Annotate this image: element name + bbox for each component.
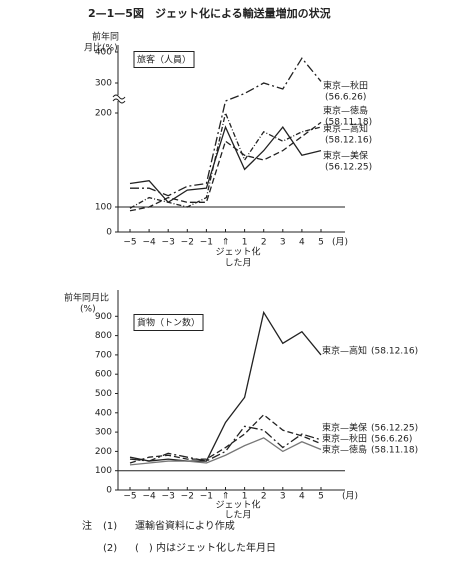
legend-label: 東京—高知 — [322, 345, 367, 357]
x-tick-label: −4 — [142, 492, 156, 502]
x-tick-label: −1 — [200, 238, 213, 248]
y-tick-label: 500 — [95, 389, 112, 399]
x-tick-label: −3 — [162, 238, 175, 248]
series-line — [129, 310, 322, 462]
y-tick-label: 100 — [95, 466, 112, 476]
y-tick-label: 200 — [95, 109, 112, 119]
y-tick-label: 800 — [95, 331, 112, 341]
x-tick-label: 5 — [318, 238, 324, 248]
legend-label: (58.11.18) — [371, 446, 418, 456]
x-tick-label: 2 — [261, 238, 267, 248]
y-tick-label: 0 — [106, 486, 112, 496]
y-tick-label: 700 — [95, 350, 112, 360]
chart-title-box — [133, 51, 195, 68]
y-axis-label: 前年同 — [92, 31, 119, 43]
x-tick-label: −1 — [200, 492, 213, 502]
y-axis-label: 前年同月比 — [64, 292, 109, 304]
y-tick-label: 200 — [95, 447, 112, 457]
x-tick-label: −4 — [142, 238, 156, 248]
legend-label: (58.11.18) — [325, 118, 372, 128]
x-tick-label: 2 — [261, 492, 267, 502]
legend-label: 東京—美保 — [322, 422, 367, 434]
y-tick-label: 400 — [95, 408, 112, 418]
axis-break — [112, 94, 126, 104]
y-tick-label: 600 — [95, 370, 112, 380]
legend-label: 東京—高知 — [323, 123, 368, 135]
x-annotation: ジェット化 — [215, 246, 260, 258]
legend-label: (58.12.16) — [325, 136, 372, 146]
y-tick-label: 300 — [95, 79, 112, 89]
y-tick-label: 100 — [95, 203, 112, 213]
legend-label: (56.6.26) — [371, 435, 412, 445]
series-line — [129, 413, 322, 464]
y-tick-label: 900 — [95, 312, 112, 322]
note-mark: 注 — [82, 519, 92, 532]
x-tick-label: 3 — [280, 492, 286, 502]
x-tick-label: 1 — [242, 492, 248, 502]
legend-label: (56.12.25) — [325, 163, 372, 173]
legend-label: (56.12.25) — [371, 424, 418, 434]
x-annotation: した月 — [224, 510, 251, 521]
x-unit: (月) — [332, 237, 348, 248]
y-tick-label: 400 — [95, 48, 112, 58]
legend-label: (58.12.16) — [371, 347, 418, 357]
x-tick-label: −2 — [181, 492, 194, 502]
legend-label: 東京—秋田 — [322, 433, 367, 445]
x-tick-label: −5 — [123, 492, 136, 502]
y-tick-label: 0 — [106, 228, 112, 238]
chart-title: 貨物（トン数） — [137, 317, 200, 329]
y-axis-label: 月比(%) — [84, 42, 118, 54]
legend-label: 東京—徳島 — [322, 444, 367, 456]
x-annotation: ジェット化 — [215, 499, 260, 511]
legend-label: 東京—徳島 — [323, 105, 368, 117]
x-tick-label: 1 — [242, 238, 248, 248]
legend-label: 東京—美保 — [323, 150, 368, 162]
series-line — [129, 437, 322, 466]
page-title: 2—1—5図 ジェット化による輸送量増加の状況 — [88, 6, 331, 20]
x-tick-label: 5 — [318, 492, 324, 502]
series-line — [130, 57, 322, 197]
x-tick-label: −2 — [181, 238, 194, 248]
note-num: (1) — [103, 521, 117, 532]
chart-title: 旅客（人員） — [137, 54, 191, 66]
chart-title-box — [133, 314, 204, 331]
x-unit: (月) — [342, 491, 358, 502]
legend-label: 東京—秋田 — [323, 80, 368, 92]
note-num: (2) — [103, 543, 117, 554]
axis-break-gap — [115, 95, 121, 101]
x-tick-label: ⇑ — [222, 238, 230, 248]
series-line — [129, 121, 322, 212]
series-line — [129, 110, 322, 209]
note-text: ( ) 内はジェット化した年月日 — [135, 541, 276, 554]
x-annotation: した月 — [224, 258, 251, 269]
x-tick-label: 4 — [299, 238, 305, 248]
y-axis-label: (%) — [80, 305, 96, 315]
x-tick-label: 3 — [280, 238, 286, 248]
x-tick-label: ⇑ — [222, 492, 230, 502]
legend-label: (56.6.26) — [325, 93, 366, 103]
series-line — [129, 125, 322, 204]
y-tick-label: 300 — [95, 428, 112, 438]
x-tick-label: 4 — [299, 492, 305, 502]
x-tick-label: −3 — [162, 492, 175, 502]
x-tick-label: −5 — [123, 238, 136, 248]
note-text: 運輸省資料により作成 — [135, 519, 235, 532]
